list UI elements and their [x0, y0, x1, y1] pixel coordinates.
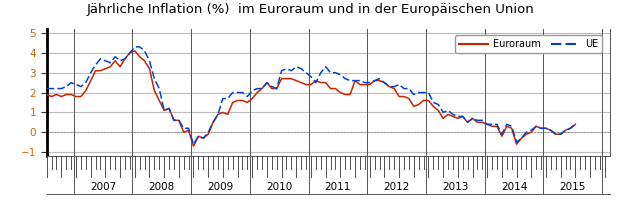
Text: 2015: 2015 — [560, 182, 586, 192]
Text: 2013: 2013 — [442, 182, 468, 192]
Text: 2008: 2008 — [149, 182, 175, 192]
Text: Jährliche Inflation (%)  im Euroraum und in der Europäischen Union: Jährliche Inflation (%) im Euroraum und … — [87, 3, 535, 16]
Text: 2011: 2011 — [325, 182, 351, 192]
Text: 2014: 2014 — [501, 182, 527, 192]
Text: 2010: 2010 — [266, 182, 292, 192]
Legend: Euroraum, UE: Euroraum, UE — [455, 35, 602, 53]
Text: 2009: 2009 — [207, 182, 233, 192]
Text: 2007: 2007 — [90, 182, 116, 192]
Text: 2012: 2012 — [383, 182, 410, 192]
